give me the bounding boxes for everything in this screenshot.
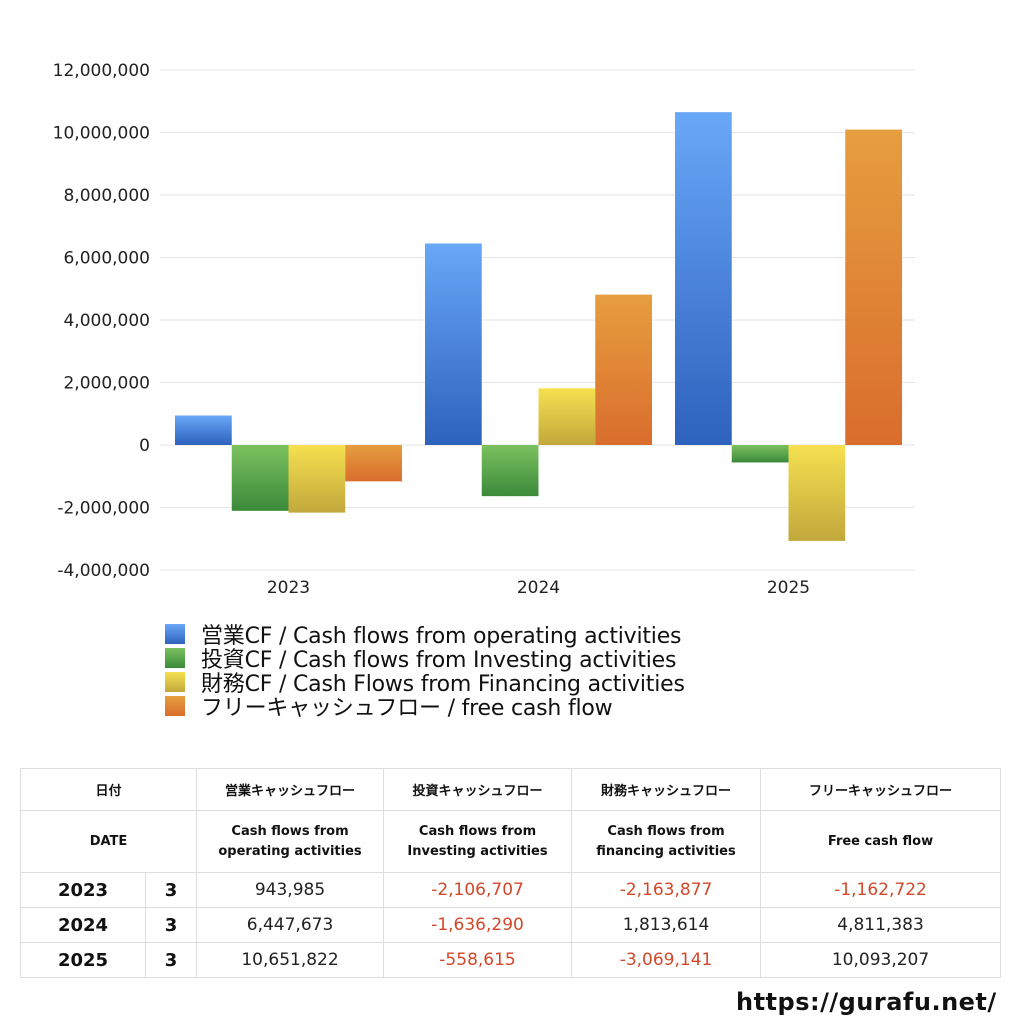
- cell-free-cash-flow: 10,093,207: [760, 942, 1002, 978]
- y-tick-label: -2,000,000: [57, 499, 150, 519]
- y-axis-ticks: 12,000,000 10,000,000 8,000,000 6,000,000 4,…: [53, 61, 150, 581]
- legend-item-free-cash-flow: フリーキャッシュフロー / free cash flow: [165, 694, 685, 721]
- bar-operating-2024: [425, 243, 482, 445]
- bars: [175, 112, 902, 541]
- table-row: 2024 3 6,447,673 -1,636,290 1,813,614 4,…: [20, 907, 1002, 943]
- legend: 営業CF / Cash flows from operating activit…: [165, 622, 685, 721]
- header-operating-jp: 営業キャッシュフロー: [196, 768, 385, 811]
- legend-swatch-free-cash-flow: [165, 696, 185, 716]
- cell-financing: -2,163,877: [571, 872, 762, 908]
- header-investing-en-line1: Cash flows from: [418, 823, 537, 839]
- table-header-row-en: DATE Cash flows from operating activities…: [19, 810, 1002, 873]
- row-month: 3: [144, 872, 198, 908]
- cell-investing: -558,615: [383, 942, 573, 978]
- header-free-cash-flow-jp: フリーキャッシュフロー: [760, 768, 1002, 811]
- cell-investing: -1,636,290: [383, 907, 573, 943]
- cell-free-cash-flow: 4,811,383: [760, 907, 1002, 943]
- bar-investing-2025: [731, 445, 789, 463]
- header-financing-en-line1: Cash flows from: [607, 823, 725, 839]
- row-year: 2025: [20, 942, 146, 978]
- cell-operating: 6,447,673: [196, 907, 385, 943]
- header-financing-jp: 財務キャッシュフロー: [571, 768, 762, 811]
- cell-financing: -3,069,141: [571, 942, 762, 978]
- header-investing-en-line2: Investing activities: [407, 843, 548, 859]
- x-tick-label: 2025: [767, 578, 810, 598]
- header-operating-en-line2: operating activities: [218, 843, 362, 859]
- cash-flow-bar-chart: 12,000,000 10,000,000 8,000,000 6,000,000 4,…: [53, 61, 915, 598]
- legend-item-operating: 営業CF / Cash flows from operating activit…: [165, 622, 685, 649]
- bar-investing-2024: [481, 445, 539, 497]
- row-year: 2023: [20, 872, 146, 908]
- x-axis-ticks: 2023 2024 2025: [267, 578, 810, 598]
- legend-label-free-cash-flow: フリーキャッシュフロー / free cash flow: [201, 696, 613, 721]
- header-financing-en: Cash flows from financing activities: [571, 810, 762, 873]
- bar-free-cash-flow-2025: [845, 129, 902, 445]
- bar-financing-2023: [288, 445, 346, 513]
- legend-label-operating: 営業CF / Cash flows from operating activit…: [201, 624, 682, 649]
- row-month: 3: [144, 907, 198, 943]
- x-tick-label: 2024: [517, 578, 560, 598]
- legend-swatch-investing: [165, 648, 185, 668]
- header-financing-en-line2: financing activities: [596, 843, 736, 859]
- site-url: https://gurafu.net/: [736, 988, 997, 1016]
- y-tick-label: 8,000,000: [63, 186, 150, 206]
- y-tick-label: 12,000,000: [53, 61, 150, 81]
- bar-investing-2023: [231, 445, 289, 511]
- bar-financing-2025: [788, 445, 846, 541]
- cell-free-cash-flow: -1,162,722: [760, 872, 1002, 908]
- table-row: 2025 3 10,651,822 -558,615 -3,069,141 10…: [20, 942, 1002, 978]
- bar-free-cash-flow-2023: [345, 445, 402, 482]
- legend-label-investing: 投資CF / Cash flows from Investing activit…: [201, 648, 677, 673]
- header-operating-en: Cash flows from operating activities: [196, 810, 385, 873]
- x-tick-label: 2023: [267, 578, 310, 598]
- legend-item-investing: 投資CF / Cash flows from Investing activit…: [165, 646, 685, 673]
- y-tick-label: -4,000,000: [57, 561, 150, 581]
- cash-flow-table: 日付 営業キャッシュフロー 投資キャッシュフロー 財務キャッシュフロー フリーキ…: [19, 768, 1002, 978]
- cell-operating: 10,651,822: [196, 942, 385, 978]
- table-row: 2023 3 943,985 -2,106,707 -2,163,877 -1,…: [20, 872, 1002, 908]
- bar-operating-2025: [675, 112, 732, 446]
- legend-item-financing: 財務CF / Cash Flows from Financing activit…: [165, 670, 685, 697]
- row-year: 2024: [20, 907, 146, 943]
- header-investing-en: Cash flows from Investing activities: [383, 810, 573, 873]
- bar-free-cash-flow-2024: [595, 294, 652, 445]
- bar-financing-2024: [538, 388, 596, 445]
- y-tick-label: 2,000,000: [63, 374, 150, 394]
- cell-investing: -2,106,707: [383, 872, 573, 908]
- table-header-row-jp: 日付 営業キャッシュフロー 投資キャッシュフロー 財務キャッシュフロー フリーキ…: [19, 768, 1002, 811]
- legend-swatch-financing: [165, 672, 185, 692]
- y-tick-label: 6,000,000: [63, 249, 150, 269]
- cell-financing: 1,813,614: [571, 907, 762, 943]
- bar-operating-2023: [175, 415, 232, 445]
- header-date-en: DATE: [19, 810, 198, 873]
- header-investing-jp: 投資キャッシュフロー: [383, 768, 573, 811]
- y-tick-label: 0: [139, 436, 150, 456]
- header-operating-en-line1: Cash flows from: [231, 823, 349, 839]
- y-tick-label: 4,000,000: [63, 311, 150, 331]
- header-date-jp: 日付: [19, 768, 198, 811]
- legend-swatch-operating: [165, 624, 185, 644]
- header-free-cash-flow-en: Free cash flow: [760, 810, 1002, 873]
- cell-operating: 943,985: [196, 872, 385, 908]
- legend-label-financing: 財務CF / Cash Flows from Financing activit…: [201, 672, 685, 697]
- y-tick-label: 10,000,000: [53, 124, 150, 144]
- row-month: 3: [144, 942, 198, 978]
